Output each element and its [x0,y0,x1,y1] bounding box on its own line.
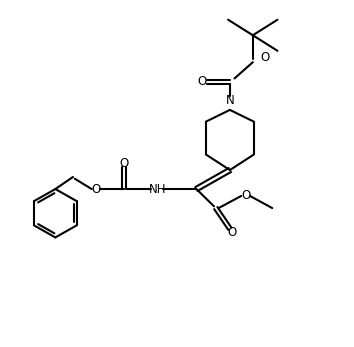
Text: O: O [261,51,270,64]
Text: O: O [197,75,206,88]
Text: N: N [225,94,234,108]
Text: NH: NH [149,183,167,196]
Text: O: O [91,183,101,196]
Text: O: O [227,226,236,239]
Text: O: O [241,189,250,202]
Text: O: O [120,156,129,170]
